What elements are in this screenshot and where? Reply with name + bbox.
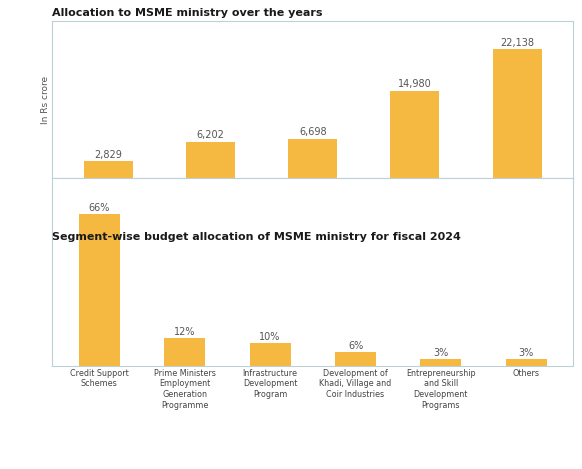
Text: 14,980: 14,980 [398,79,432,90]
Text: 6,202: 6,202 [197,130,225,140]
Text: 6,698: 6,698 [299,128,327,137]
Bar [335,352,376,366]
Bar [492,49,542,178]
Text: 10%: 10% [260,332,281,341]
Bar [79,214,120,366]
Text: 3%: 3% [433,348,449,357]
Bar [288,139,338,178]
Text: 3%: 3% [519,348,534,357]
Bar [391,91,439,178]
Bar [164,338,205,366]
Bar [84,161,133,178]
Text: 2,829: 2,829 [95,150,122,160]
Text: 12%: 12% [174,327,196,337]
Bar [186,142,235,178]
Text: Segment-wise budget allocation of MSME ministry for fiscal 2024: Segment-wise budget allocation of MSME m… [52,232,462,242]
Text: 66%: 66% [88,203,110,213]
Bar [420,359,462,366]
Text: Allocation to MSME ministry over the years: Allocation to MSME ministry over the yea… [52,8,323,17]
Bar [506,359,547,366]
Y-axis label: In Rs crore: In Rs crore [41,76,49,123]
Text: 6%: 6% [348,340,363,351]
Text: 22,138: 22,138 [500,38,534,48]
Bar [250,343,290,366]
